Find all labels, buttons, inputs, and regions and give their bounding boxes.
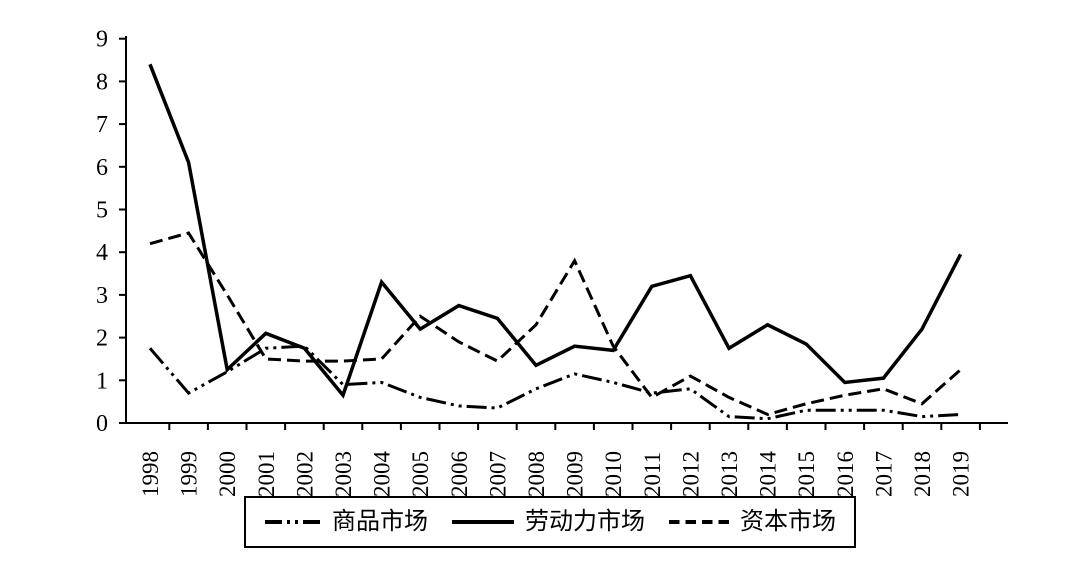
x-tick-label-2008: 2008: [524, 451, 549, 497]
capital-market-line: [149, 231, 962, 417]
y-tick-label: 0: [96, 411, 108, 437]
x-tick-label-2001: 2001: [254, 451, 279, 497]
x-tick-label-1999: 1999: [177, 451, 202, 497]
y-tick-label: 9: [96, 27, 108, 53]
y-tick-label: 6: [96, 155, 108, 181]
y-tick-label: 3: [96, 283, 108, 309]
x-tick-label-2005: 2005: [408, 451, 433, 497]
legend-item-commodity-market: 商品市场: [264, 510, 428, 534]
x-tick-label-2002: 2002: [292, 451, 317, 497]
x-tick-label-2006: 2006: [447, 451, 472, 497]
y-tick-label: 7: [96, 112, 108, 138]
x-tick-label-2017: 2017: [871, 451, 896, 497]
x-tick-label-2019: 2019: [949, 451, 974, 497]
y-tick-label: 1: [96, 368, 108, 394]
y-tick-label: 4: [96, 240, 108, 266]
x-tick-label-2018: 2018: [910, 451, 935, 497]
x-tick-label-2013: 2013: [717, 451, 742, 497]
x-tick-label-2012: 2012: [678, 451, 703, 497]
x-tick-label-2009: 2009: [563, 451, 588, 497]
legend-label-capital-market: 资本市场: [740, 509, 836, 535]
x-tick-label-2010: 2010: [601, 451, 626, 497]
legend-label-commodity-market: 商品市场: [332, 509, 428, 535]
x-tick-label-2000: 2000: [215, 451, 240, 497]
y-tick-label: 5: [96, 198, 108, 224]
solid-line-icon: [452, 520, 514, 524]
x-tick-label-2015: 2015: [794, 451, 819, 497]
x-tick-label-2016: 2016: [833, 451, 858, 497]
legend-item-labor-market: 劳动力市场: [451, 510, 645, 534]
legend: 商品市场 劳动力市场 资本市场: [244, 496, 856, 548]
x-tick-label-2007: 2007: [485, 451, 510, 497]
legend-item-capital-market: 资本市场: [668, 510, 836, 534]
x-tick-label-1998: 1998: [138, 451, 163, 497]
x-tick-label-2014: 2014: [756, 451, 781, 498]
x-tick-label-2004: 2004: [370, 451, 395, 498]
commodity-market-line: [148, 344, 961, 421]
dashed-line-icon: [669, 520, 729, 524]
dash-dot-dot-line-icon: [265, 520, 321, 524]
x-tick-label-2011: 2011: [640, 452, 665, 497]
x-tick-label-2003: 2003: [331, 451, 356, 497]
y-tick-label: 8: [96, 69, 108, 95]
labor-market-line: [148, 63, 963, 399]
y-tick-label: 2: [96, 326, 108, 352]
legend-label-labor-market: 劳动力市场: [525, 509, 645, 535]
